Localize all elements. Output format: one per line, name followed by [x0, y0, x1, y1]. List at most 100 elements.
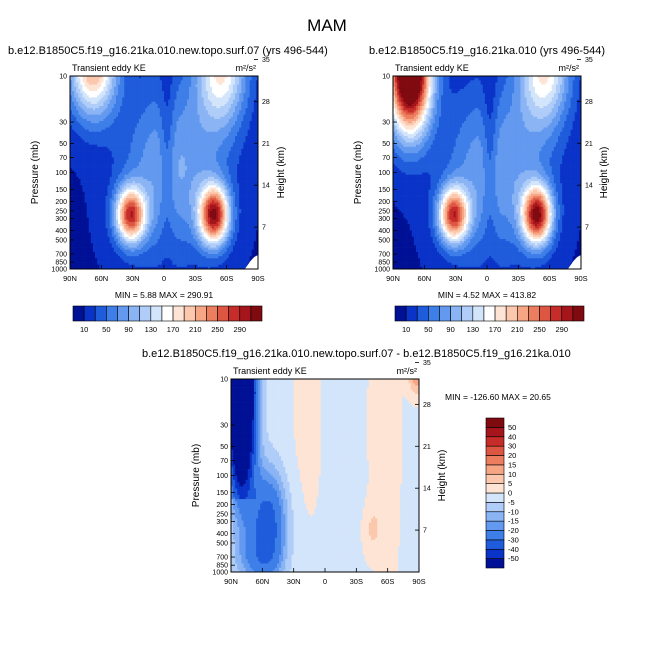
y-tick-label: 850 [216, 563, 228, 570]
y-tick-label: 400 [216, 531, 228, 538]
field-label: Transient eddy KE [72, 63, 146, 73]
colorbar-label: 5 [508, 479, 512, 488]
x-tick-label: 90N [63, 274, 77, 283]
y2-tick-label: 21 [262, 141, 270, 148]
colorbar-box [450, 305, 463, 322]
y-tick-label: 10 [220, 377, 228, 384]
right-panel-title: b.e12.B1850C5.f19_g16.21ka.010 (yrs 496-… [369, 45, 605, 57]
colorbar-label: 130 [467, 325, 480, 334]
colorbar-box [485, 520, 505, 531]
colorbar-label: -40 [508, 545, 519, 554]
colorbar-box [194, 305, 207, 322]
x-tick-label: 30N [449, 274, 463, 283]
colorbar-box [150, 305, 163, 322]
colorbar-label: 10 [80, 325, 88, 334]
colorbar-label: -15 [508, 517, 519, 526]
colorbar-box [239, 305, 252, 322]
colorbar-box [516, 305, 529, 322]
x-tick-label: 60N [255, 577, 269, 586]
colorbar-box [485, 445, 505, 456]
colorbar-box [485, 473, 505, 484]
colorbar-box [561, 305, 574, 322]
page-title: MAM [0, 16, 654, 36]
y-tick-label: 10 [382, 74, 390, 81]
x-tick-label: 90S [251, 274, 264, 283]
colorbar-box [161, 305, 174, 322]
y-tick-label: 50 [59, 141, 67, 148]
x-tick-label: 60N [94, 274, 108, 283]
colorbar-box [94, 305, 107, 322]
colorbar-label: 15 [508, 460, 516, 469]
y-tick-label: 1000 [212, 570, 228, 577]
y-tick-label: 150 [216, 490, 228, 497]
y-tick-label: 30 [382, 120, 390, 127]
colorbar-box [428, 305, 440, 322]
y-tick-label: 700 [378, 252, 390, 259]
colorbar-box [485, 511, 505, 522]
colorbar-box [572, 305, 585, 322]
colorbar-label: -10 [508, 507, 519, 516]
y-tick-label: 100 [216, 473, 228, 480]
right-contour-panel: 90N 60N 30N 0 30S 60S 90S103050701001502002503… [353, 57, 610, 300]
y-tick-label: 1000 [374, 267, 390, 274]
colorbar-label: 90 [446, 325, 454, 334]
x-tick-label: 90S [574, 274, 587, 283]
x-tick-label: 30N [287, 577, 301, 586]
y-tick-label: 70 [382, 155, 390, 162]
colorbar-box [206, 305, 218, 322]
topography-mask [244, 255, 258, 269]
x-tick-label: 60S [381, 577, 394, 586]
y-axis-title: Pressure (mb) [30, 141, 41, 204]
colorbar-box [128, 305, 141, 322]
colorbar-box [439, 305, 451, 322]
diff-panel-title: b.e12.B1850C5.f19_g16.21ka.010.new.topo.… [142, 348, 571, 360]
colorbar-label: 50 [424, 325, 432, 334]
colorbar-box [485, 436, 505, 447]
colorbar-label: 50 [508, 423, 516, 432]
colorbar-box [485, 455, 505, 466]
colorbar-label: -50 [508, 554, 519, 563]
y2-tick-label: 7 [423, 528, 427, 535]
y-tick-label: 30 [59, 120, 67, 127]
minmax-label: MIN = -126.60 MAX = 20.65 [445, 392, 551, 402]
colorbar-box [483, 305, 496, 322]
colorbar-label: 170 [167, 325, 180, 334]
y-tick-label: 850 [378, 260, 390, 267]
x-tick-label: 90N [386, 274, 400, 283]
colorbar-label: 250 [533, 325, 546, 334]
minmax-label: MIN = 5.88 MAX = 290.91 [115, 290, 214, 300]
y-tick-label: 50 [220, 444, 228, 451]
y-tick-label: 300 [378, 216, 390, 223]
y-tick-label: 250 [378, 208, 390, 215]
colorbar-box [485, 464, 505, 475]
y-tick-label: 700 [55, 252, 67, 259]
colorbar-box [485, 417, 505, 428]
y2-tick-label: 35 [262, 57, 270, 64]
x-tick-label: 0 [485, 274, 489, 283]
x-tick-label: 60S [220, 274, 233, 283]
colorbar-box [394, 305, 407, 322]
y2-tick-label: 21 [423, 444, 431, 451]
y-tick-label: 150 [378, 187, 390, 194]
colorbar-label: 10 [508, 470, 516, 479]
y2-tick-label: 14 [585, 183, 593, 190]
y-tick-label: 50 [382, 141, 390, 148]
colorbar-box [106, 305, 118, 322]
y-tick-label: 400 [55, 228, 67, 235]
colorbar-box [172, 305, 185, 322]
y2-tick-label: 28 [262, 99, 270, 106]
colorbar-label: 130 [145, 325, 158, 334]
colorbar-label: 90 [124, 325, 132, 334]
colorbar-label: 210 [189, 325, 202, 334]
colorbar-label: 40 [508, 432, 516, 441]
y2-tick-label: 7 [262, 225, 266, 232]
x-tick-label: 90S [412, 577, 425, 586]
y2-tick-label: 21 [585, 141, 593, 148]
colorbar-label: -5 [508, 498, 515, 507]
colorbar-label: 250 [211, 325, 224, 334]
colorbar-box [183, 305, 196, 322]
y-tick-label: 700 [216, 555, 228, 562]
y-tick-label: 500 [55, 237, 67, 244]
x-tick-label: 30S [189, 274, 202, 283]
y-tick-label: 200 [55, 199, 67, 206]
